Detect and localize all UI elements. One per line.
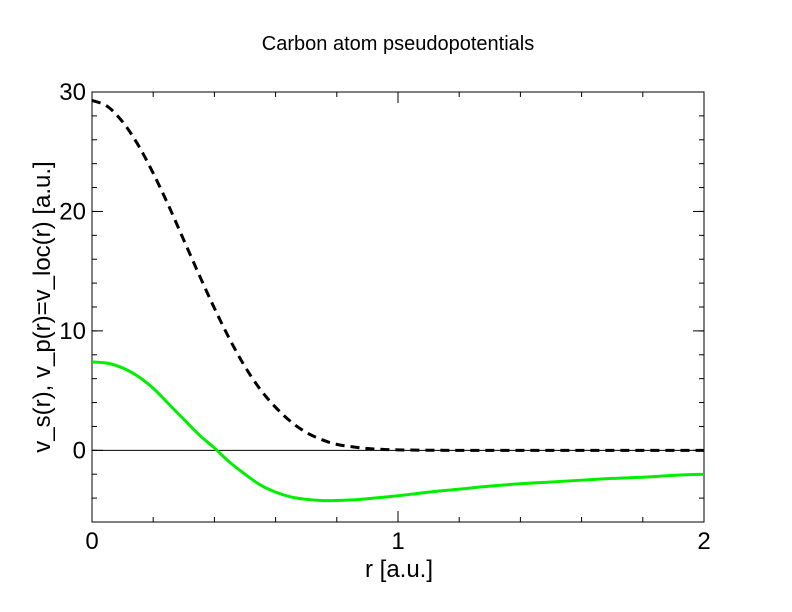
series-group [91,98,705,503]
x-tick-label: 1 [391,528,404,555]
series-line-dashed [91,98,704,452]
x-tick-label: 2 [697,528,710,555]
plot-frame [91,91,705,523]
y-tick-label: 30 [59,79,86,106]
y-tick-label: 10 [59,318,86,345]
x-axis-label: r [a.u.] [365,556,433,583]
x-tick-label: 0 [85,528,98,555]
chart-title: Carbon atom pseudopotentials [262,33,534,55]
y-tick-label: 0 [73,437,86,464]
series-line-solid [91,360,705,503]
y-tick-label: 20 [59,198,86,225]
y-axis-label: v_s(r), v_p(r)=v_loc(r) [a.u.] [29,161,56,452]
